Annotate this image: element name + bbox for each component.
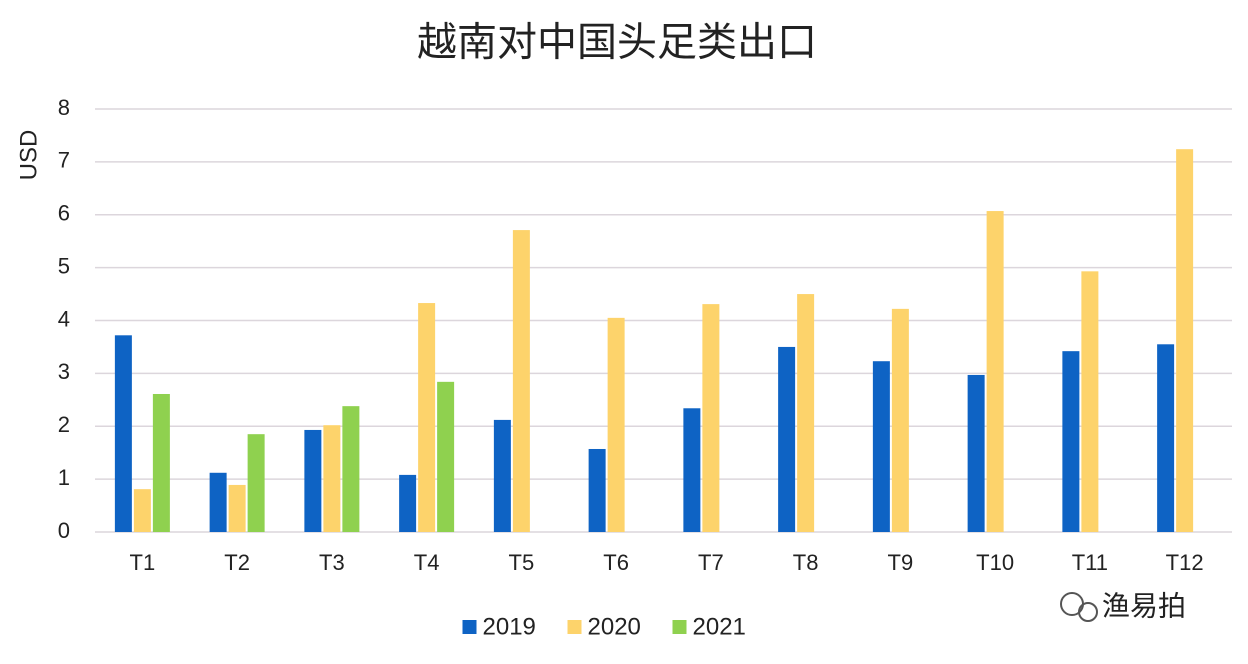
legend-swatch (567, 620, 582, 634)
bar (512, 230, 530, 533)
bar (418, 303, 436, 532)
legend-swatch (462, 620, 477, 634)
x-tick-label: T1 (130, 550, 156, 575)
x-tick-label: T2 (224, 550, 250, 575)
bar (872, 361, 890, 532)
bar (778, 346, 796, 532)
bar (209, 472, 227, 532)
bar (342, 406, 360, 532)
watermark: 渔易拍 (1060, 590, 1186, 622)
bar (152, 393, 170, 532)
chart-title: 越南对中国头足类出口 (417, 21, 817, 65)
legend-label: 2021 (693, 613, 746, 640)
legend-swatch (672, 620, 687, 634)
x-tick-label: T7 (698, 550, 724, 575)
bar (247, 434, 265, 532)
bar (1176, 149, 1194, 532)
bar (683, 408, 701, 532)
watermark-icon (1078, 602, 1098, 622)
bar (797, 294, 815, 532)
x-tick-label: T6 (603, 550, 629, 575)
bar (114, 335, 132, 532)
bar (133, 489, 151, 532)
x-tick-label: T4 (414, 550, 440, 575)
bar (493, 419, 511, 532)
x-tick-label: T12 (1166, 550, 1204, 575)
bar (702, 304, 720, 532)
bar (304, 429, 322, 532)
x-tick-label: T11 (1072, 550, 1108, 575)
y-tick-label: 4 (58, 306, 70, 331)
bar (967, 374, 985, 532)
bar (1157, 344, 1175, 532)
watermark-text: 渔易拍 (1102, 590, 1186, 621)
bar (1062, 351, 1080, 532)
y-tick-label: 1 (58, 465, 70, 490)
x-tick-label: T3 (319, 550, 345, 575)
bar (891, 308, 909, 532)
y-tick-label: 0 (58, 518, 70, 543)
legend-label: 2020 (588, 613, 641, 640)
bar (607, 317, 625, 532)
y-tick-label: 5 (58, 253, 70, 278)
bar (399, 474, 417, 532)
y-axis-label: USD (15, 130, 42, 181)
bar (437, 381, 455, 532)
x-tick-label: T9 (888, 550, 914, 575)
x-tick-label: T10 (976, 550, 1014, 575)
bar (228, 484, 246, 532)
x-tick-label: T8 (793, 550, 819, 575)
bar (986, 211, 1004, 532)
bar (1081, 271, 1099, 532)
y-tick-label: 6 (58, 201, 70, 226)
y-tick-label: 8 (58, 95, 70, 120)
y-tick-label: 2 (58, 412, 70, 437)
y-tick-label: 7 (58, 148, 70, 173)
y-tick-label: 3 (58, 359, 70, 384)
bar (588, 448, 606, 532)
bar (323, 425, 341, 532)
legend-label: 2019 (483, 613, 536, 640)
x-tick-label: T5 (509, 550, 535, 575)
